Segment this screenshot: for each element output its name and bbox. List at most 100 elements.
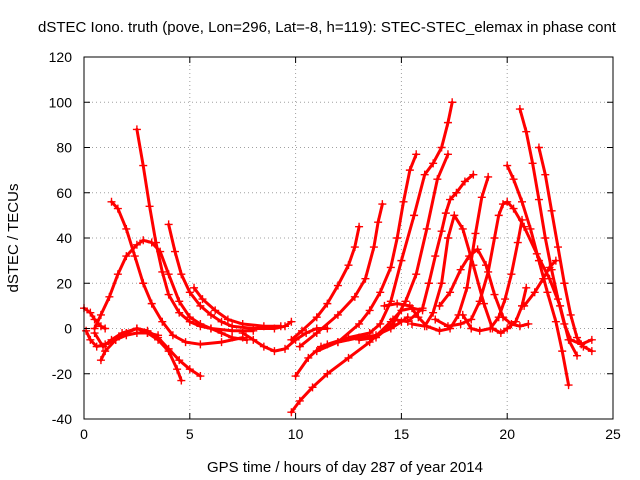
x-tick-label: 10: [288, 426, 304, 442]
data-point: [388, 315, 397, 324]
data-point: [471, 229, 480, 238]
data-point: [177, 270, 186, 279]
data-point: [175, 356, 184, 365]
data-point: [524, 319, 533, 328]
x-tick-label: 25: [605, 426, 621, 442]
data-point: [101, 324, 110, 333]
series-16: [323, 98, 457, 349]
data-point: [573, 351, 582, 360]
data-point: [312, 347, 321, 356]
data-point: [291, 372, 300, 381]
data-point: [196, 301, 205, 310]
data-point: [173, 365, 182, 374]
data-point: [420, 322, 429, 331]
data-point: [526, 224, 535, 233]
data-point: [304, 353, 313, 362]
data-point: [323, 369, 332, 378]
data-point: [217, 317, 226, 326]
data-point: [534, 195, 543, 204]
data-point: [344, 261, 353, 270]
data-point: [372, 333, 381, 342]
data-point: [437, 143, 446, 152]
data-point: [393, 234, 402, 242]
data-point: [132, 324, 141, 333]
data-point: [99, 342, 108, 351]
x-axis-label: GPS time / hours of day 287 of year 2014: [207, 459, 483, 476]
data-point: [196, 322, 205, 331]
y-tick-label: -40: [52, 411, 72, 427]
data-point: [158, 317, 167, 326]
y-tick-label: 60: [56, 185, 72, 201]
data-point: [553, 295, 562, 304]
data-point: [560, 319, 569, 328]
data-point: [551, 317, 560, 326]
data-point: [107, 197, 116, 206]
series-line: [315, 152, 418, 353]
data-point: [490, 234, 499, 242]
data-point: [558, 347, 567, 356]
data-point: [479, 299, 488, 308]
data-point: [196, 340, 205, 349]
series-24: [503, 161, 573, 390]
y-tick-label: 20: [56, 275, 72, 291]
data-point: [433, 175, 442, 184]
data-point: [223, 315, 232, 324]
data-point: [344, 353, 353, 362]
data-point: [418, 304, 427, 313]
data-point: [482, 261, 491, 270]
data-point: [113, 204, 122, 213]
data-point: [185, 317, 194, 326]
data-point: [295, 342, 304, 351]
data-point: [287, 408, 296, 417]
data-point: [446, 195, 455, 204]
series-line: [461, 218, 524, 333]
series-5: [90, 236, 251, 344]
data-point: [566, 310, 575, 319]
data-point: [513, 238, 522, 247]
data-point: [429, 159, 438, 168]
series-line: [93, 238, 249, 342]
data-point: [145, 202, 154, 211]
data-point: [462, 283, 471, 292]
data-point: [486, 324, 495, 333]
data-point: [441, 209, 450, 218]
data-point: [281, 344, 290, 353]
data-point: [168, 331, 177, 340]
data-point: [206, 310, 215, 319]
data-point: [393, 299, 402, 308]
data-point: [509, 204, 518, 213]
data-point: [528, 159, 537, 168]
data-point: [475, 297, 484, 306]
data-point: [369, 243, 378, 252]
data-point: [170, 247, 179, 256]
data-point: [509, 175, 518, 184]
data-point: [501, 295, 510, 304]
data-point: [259, 342, 268, 351]
data-point: [399, 197, 408, 206]
data-point: [380, 301, 389, 310]
data-point: [350, 243, 359, 252]
data-point: [196, 372, 205, 381]
data-point: [467, 315, 476, 324]
data-point: [477, 193, 486, 202]
data-point: [522, 283, 531, 292]
data-point: [587, 335, 596, 344]
series-line: [289, 225, 361, 342]
data-point: [587, 347, 596, 356]
data-point: [503, 197, 512, 206]
data-point: [431, 252, 440, 261]
data-point: [405, 166, 414, 175]
data-point: [405, 301, 414, 310]
data-point: [448, 98, 457, 107]
data-point: [139, 161, 148, 170]
data-point: [276, 322, 285, 331]
data-point: [90, 324, 99, 333]
data-point: [566, 335, 575, 344]
data-point: [412, 270, 421, 279]
data-point: [211, 306, 220, 315]
data-point: [460, 177, 469, 186]
data-point: [458, 310, 467, 319]
data-point: [475, 326, 484, 335]
data-point: [469, 261, 478, 270]
data-point: [365, 329, 374, 338]
